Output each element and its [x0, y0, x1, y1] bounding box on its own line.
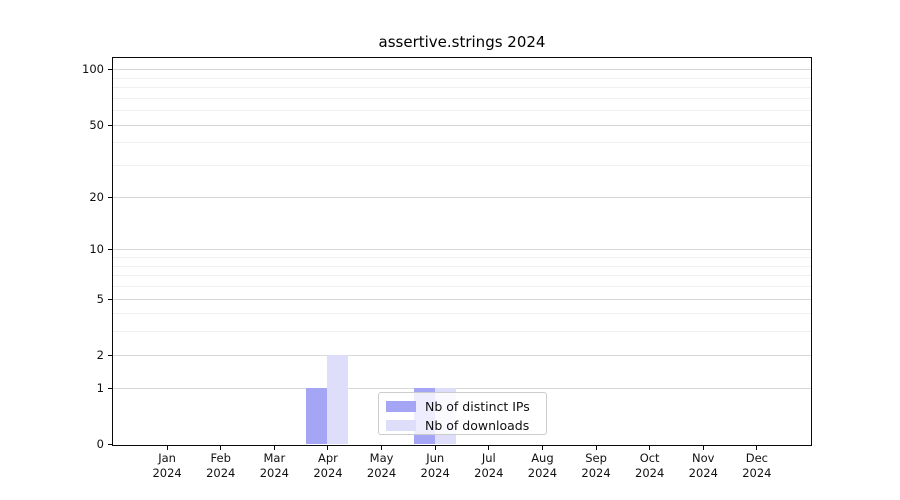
legend-item-downloads: Nb of downloads: [386, 417, 537, 433]
gridline-minor: [113, 313, 811, 315]
chart-title: assertive.strings 2024: [378, 33, 546, 51]
y-tick-label: 2: [96, 347, 104, 362]
y-tick: [108, 444, 112, 445]
y-tick: [108, 196, 112, 198]
gridline-major: [113, 69, 811, 71]
plot-area: [112, 57, 812, 446]
gridline-minor: [113, 110, 811, 112]
y-tick: [108, 124, 112, 126]
x-tick: [273, 446, 275, 450]
y-tick-label: 0: [96, 437, 104, 451]
gridline-minor: [113, 142, 811, 144]
gridline-minor: [113, 97, 811, 99]
gridline-minor: [113, 265, 811, 267]
y-tick: [108, 354, 112, 356]
gridline-major: [113, 354, 811, 356]
x-tick: [488, 446, 490, 450]
gridline-minor: [113, 331, 811, 333]
x-tick: [541, 446, 543, 450]
x-tick-label: Feb 2024: [206, 451, 236, 480]
gridline-minor: [113, 77, 811, 79]
gridline-major: [113, 387, 811, 389]
gridline-minor: [113, 275, 811, 277]
gridline-major: [113, 298, 811, 300]
bar-distinct-ips: [306, 387, 328, 444]
y-tick: [108, 298, 112, 300]
x-tick: [756, 446, 758, 450]
x-tick: [381, 446, 383, 450]
x-tick-label: Oct 2024: [635, 451, 665, 480]
x-tick-label: Nov 2024: [688, 451, 718, 480]
x-tick: [649, 446, 651, 450]
x-tick-label: Apr 2024: [313, 451, 343, 480]
gridline-minor: [113, 87, 811, 89]
gridline-minor: [113, 165, 811, 167]
legend: Nb of distinct IPs Nb of downloads: [378, 392, 547, 435]
x-tick-label: May 2024: [366, 451, 397, 480]
legend-label-distinct-ips: Nb of distinct IPs: [425, 398, 530, 414]
x-tick-label: Jun 2024: [420, 451, 450, 480]
y-tick: [108, 69, 112, 71]
x-tick: [434, 446, 436, 450]
x-tick: [327, 446, 329, 450]
x-tick-label: Mar 2024: [259, 451, 289, 480]
y-tick-label: 100: [82, 62, 104, 77]
x-tick: [595, 446, 597, 450]
legend-swatch-distinct-ips: [386, 400, 416, 412]
legend-item-distinct-ips: Nb of distinct IPs: [386, 398, 537, 414]
gridline-minor: [113, 285, 811, 287]
y-tick: [108, 387, 112, 389]
gridline-minor: [113, 257, 811, 259]
gridline-major: [113, 124, 811, 126]
x-tick: [702, 446, 704, 450]
x-tick-label: Jul 2024: [474, 451, 504, 480]
legend-swatch-downloads: [386, 419, 416, 431]
y-tick-label: 20: [89, 189, 104, 204]
x-tick-label: Sep 2024: [581, 451, 611, 480]
gridline-major: [113, 196, 811, 198]
x-tick-label: Jan 2024: [152, 451, 182, 480]
x-tick: [220, 446, 222, 450]
bar-downloads: [327, 354, 349, 444]
y-tick-label: 10: [89, 242, 104, 257]
x-tick-label: Aug 2024: [527, 451, 558, 480]
x-tick: [166, 446, 168, 450]
gridline-major: [113, 249, 811, 251]
y-tick-label: 50: [89, 117, 104, 132]
legend-label-downloads: Nb of downloads: [425, 417, 530, 433]
y-tick: [108, 249, 112, 251]
y-tick-label: 1: [96, 380, 104, 395]
x-tick-label: Dec 2024: [742, 451, 772, 480]
y-tick-label: 5: [96, 291, 104, 306]
